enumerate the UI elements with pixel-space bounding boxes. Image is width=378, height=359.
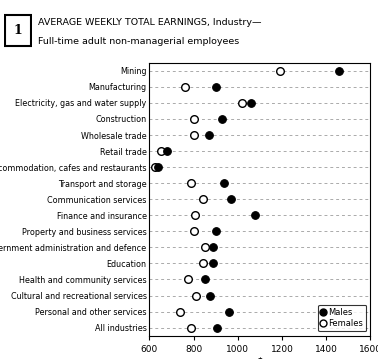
Bar [5,15,31,46]
Legend: Males, Females: Males, Females [318,305,366,331]
Text: 1: 1 [14,24,22,37]
Text: AVERAGE WEEKLY TOTAL EARNINGS, Industry—: AVERAGE WEEKLY TOTAL EARNINGS, Industry— [38,18,261,27]
X-axis label: $: $ [257,356,263,359]
Text: Full-time adult non-managerial employees: Full-time adult non-managerial employees [38,37,239,46]
